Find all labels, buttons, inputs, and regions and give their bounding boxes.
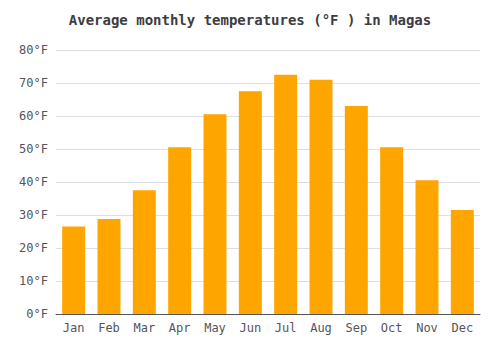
svg-text:60°F: 60°F [19, 109, 48, 123]
svg-text:40°F: 40°F [19, 175, 48, 189]
svg-text:80°F: 80°F [19, 43, 48, 57]
svg-text:Jan: Jan [63, 321, 85, 335]
svg-text:Jun: Jun [239, 321, 261, 335]
svg-text:Jul: Jul [275, 321, 297, 335]
svg-text:70°F: 70°F [19, 76, 48, 90]
svg-text:10°F: 10°F [19, 274, 48, 288]
svg-text:Average monthly temperatures (: Average monthly temperatures (°F ) in Ma… [69, 12, 431, 28]
svg-text:50°F: 50°F [19, 142, 48, 156]
svg-text:30°F: 30°F [19, 208, 48, 222]
svg-text:Sep: Sep [345, 321, 367, 335]
svg-text:Mar: Mar [133, 321, 155, 335]
svg-text:Nov: Nov [416, 321, 438, 335]
svg-text:Aug: Aug [310, 321, 332, 335]
svg-text:20°F: 20°F [19, 241, 48, 255]
svg-text:Oct: Oct [381, 321, 403, 335]
svg-text:Feb: Feb [98, 321, 120, 335]
svg-text:May: May [204, 321, 226, 335]
svg-text:Apr: Apr [169, 321, 191, 335]
svg-text:0°F: 0°F [26, 307, 48, 321]
svg-text:Dec: Dec [451, 321, 473, 335]
